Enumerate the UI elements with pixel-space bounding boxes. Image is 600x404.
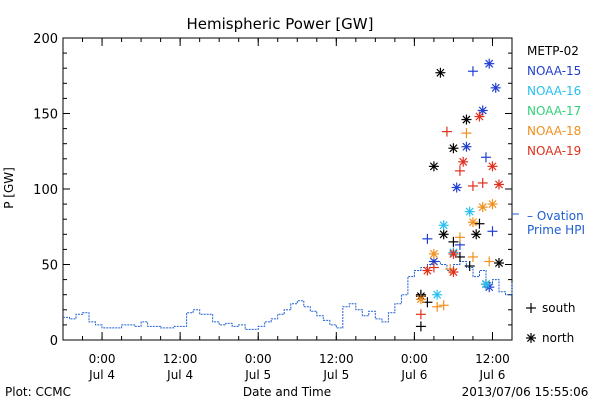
x-tick-label-date: Jul 6: [479, 368, 506, 382]
south-marker: [422, 233, 433, 244]
south-marker: [441, 126, 452, 137]
north-marker: [493, 257, 504, 268]
x-tick-label-date: Jul 4: [166, 368, 193, 382]
north-marker: [435, 67, 446, 78]
y-tick-label: 150: [33, 108, 58, 123]
series-metp-02: [415, 67, 504, 332]
legend-item-noaa-18: NOAA-18: [527, 124, 581, 138]
south-marker: [467, 180, 478, 191]
north-marker: [448, 143, 459, 154]
legend-ovation-line2: Prime HPI: [527, 223, 585, 237]
y-tick-label: 200: [33, 32, 58, 47]
south-marker: [464, 261, 475, 272]
series-noaa-16: [432, 206, 491, 300]
series-noaa-19: [415, 111, 504, 320]
north-marker: [428, 248, 439, 259]
north-marker: [448, 248, 459, 259]
marker-legend-south: south: [542, 301, 576, 315]
x-tick-label-date: Jul 6: [400, 368, 427, 382]
south-marker: [415, 321, 426, 332]
north-marker: [438, 229, 449, 240]
north-marker: [467, 217, 478, 228]
north-marker: [493, 179, 504, 190]
south-marker: [484, 256, 495, 267]
south-marker: [448, 236, 459, 247]
x-tick-label-date: Jul 5: [322, 368, 349, 382]
north-marker: [464, 206, 475, 217]
north-marker: [480, 279, 491, 290]
x-axis-label: Date and Time: [243, 385, 331, 399]
north-marker: [461, 114, 472, 125]
north-marker: [484, 58, 495, 69]
south-marker: [526, 303, 536, 313]
legend-item-noaa-17: NOAA-17: [527, 104, 581, 118]
north-marker: [490, 82, 501, 93]
north-marker: [438, 220, 449, 231]
south-marker: [467, 251, 478, 262]
south-marker: [461, 128, 472, 139]
x-tick-label-time: 12:00: [319, 352, 354, 366]
south-marker: [487, 226, 498, 237]
north-marker: [415, 294, 426, 305]
legend-item-noaa-15: NOAA-15: [527, 64, 581, 78]
legend-item-noaa-19: NOAA-19: [527, 144, 581, 158]
south-marker: [454, 165, 465, 176]
axes-layer: 0 50 100 150 200 0:00 Jul 4 12:00 Jul 4 0:00 Jul 5…: [33, 32, 513, 382]
north-marker: [458, 156, 469, 167]
north-marker: [448, 267, 459, 278]
legend-item-noaa-16: NOAA-16: [527, 84, 581, 98]
south-marker: [454, 232, 465, 243]
y-tick-label: 100: [33, 183, 58, 198]
south-marker: [415, 309, 426, 320]
plot-frame: [62, 37, 513, 341]
south-marker: [432, 301, 443, 312]
north-marker: [477, 202, 488, 213]
north-marker: [432, 289, 443, 300]
chart-title: Hemispheric Power [GW]: [187, 15, 374, 33]
north-marker: [428, 161, 439, 172]
south-marker: [474, 218, 485, 229]
ovation-line-layer: [63, 261, 513, 330]
north-marker: [461, 141, 472, 152]
north-marker: [487, 161, 498, 172]
south-marker: [467, 66, 478, 77]
footer-left: Plot: CCMC: [5, 385, 71, 399]
south-marker: [438, 300, 449, 311]
y-tick-label: 0: [50, 334, 58, 349]
south-marker: [428, 262, 439, 273]
north-marker: [487, 199, 498, 210]
north-marker: [526, 333, 536, 343]
legend-ovation-line1: – Ovation: [527, 209, 584, 223]
north-marker: [422, 265, 433, 276]
x-tick-label-time: 0:00: [245, 352, 272, 366]
points-layer: [415, 58, 504, 332]
north-marker: [451, 182, 462, 193]
x-tick-label-time: 12:00: [163, 352, 198, 366]
north-marker: [471, 229, 482, 240]
series-noaa-18: [415, 128, 498, 312]
y-axis-label: P [GW]: [2, 167, 16, 209]
x-tick-label-time: 0:00: [89, 352, 116, 366]
x-tick-label-time: 0:00: [401, 352, 428, 366]
x-tick-label-date: Jul 4: [88, 368, 115, 382]
south-marker: [477, 177, 488, 188]
y-tick-label: 50: [41, 259, 58, 274]
north-marker: [474, 111, 485, 122]
legend: METP-02 NOAA-15 NOAA-16 NOAA-17 NOAA-18 NOAA-…: [512, 44, 585, 345]
marker-legend-north: north: [542, 331, 574, 345]
x-tick-label-time: 12:00: [475, 352, 510, 366]
ovation-hpi-line: [63, 261, 513, 330]
legend-item-metp-02: METP-02: [527, 44, 579, 58]
x-tick-label-date: Jul 5: [244, 368, 271, 382]
footer-timestamp: 2013/07/06 15:55:06: [462, 385, 589, 399]
south-marker: [480, 152, 491, 163]
